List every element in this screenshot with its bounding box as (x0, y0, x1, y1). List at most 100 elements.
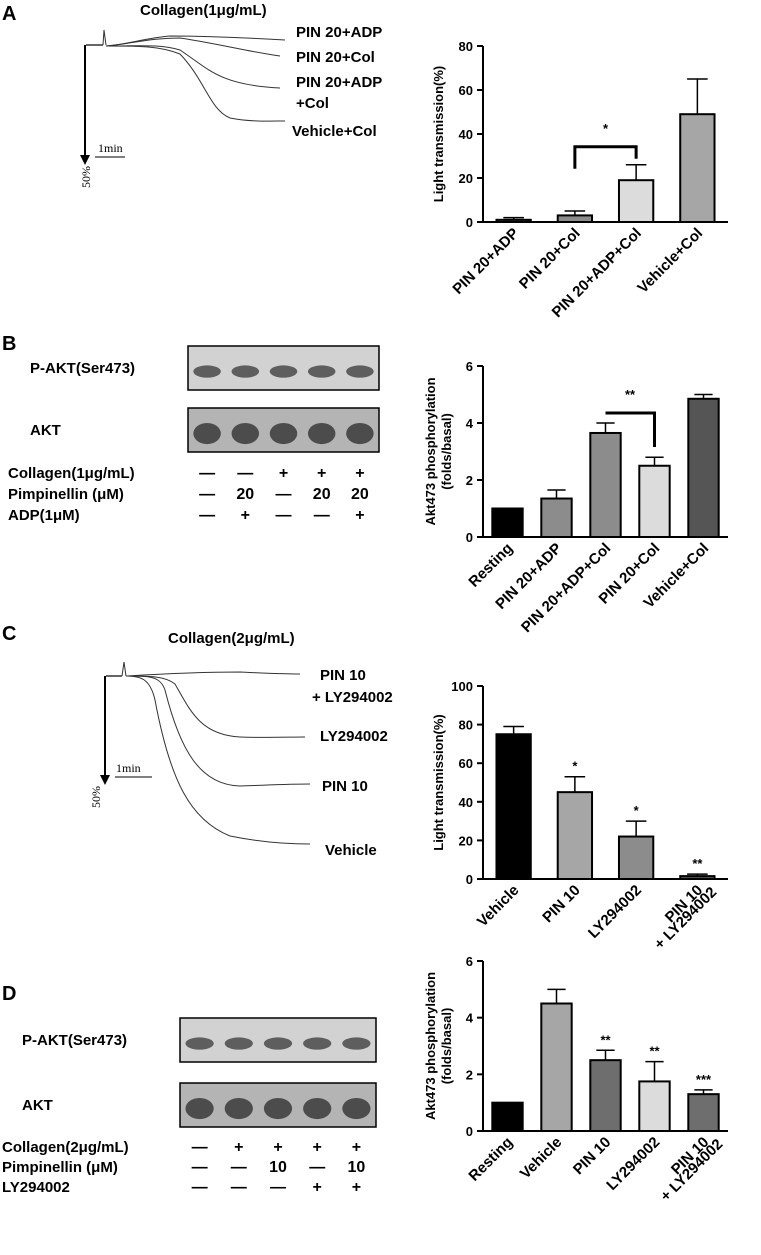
y-axis-label: Akt473 phosphorylation (423, 377, 438, 525)
condition-symbol: + (355, 507, 364, 524)
blot-band (307, 365, 336, 378)
condition-symbol: — (192, 1179, 208, 1196)
trace-c-pin10 (125, 675, 311, 787)
condition-symbol: 10 (348, 1159, 366, 1176)
trace-c-time-scale: 1min (116, 761, 141, 775)
category-label: PIN 10 (570, 1134, 614, 1178)
condition-symbol: — (192, 1159, 208, 1176)
chart-c: 0 20 40 60 80 100 Light transmission(%) Vehicle… (431, 679, 728, 953)
y-tick-label: 20 (459, 833, 473, 848)
y-tick-label: 0 (466, 530, 473, 545)
condition-label: LY294002 (2, 1179, 70, 1196)
bar (491, 507, 524, 538)
trace-a-title: Collagen(1μg/mL) (140, 2, 267, 19)
blot-band (185, 1097, 214, 1120)
trace-a-label-4: +Col (296, 95, 329, 112)
blot-band (342, 1037, 371, 1050)
blot-band (342, 1097, 371, 1120)
y-axis-label: (folds/basal) (439, 1008, 454, 1085)
blot-row-label: AKT (30, 422, 61, 439)
y-axis-label: Akt473 phosphorylation (423, 972, 438, 1120)
condition-symbol: — (231, 1159, 247, 1176)
y-tick-label: 6 (466, 954, 473, 969)
blot-band (307, 422, 336, 445)
condition-label: Pimpinellin (μM) (2, 1159, 118, 1176)
bar (679, 113, 716, 223)
category-label: Vehicle+Col (634, 225, 706, 297)
trace-c: 1min 50% (89, 661, 311, 845)
chart-d: 0 2 4 6 Akt473 phosphorylation (folds/basal) R… (423, 954, 728, 1205)
blot-band (346, 422, 374, 445)
condition-symbol: — (231, 1179, 247, 1196)
blot-band (185, 1037, 214, 1050)
condition-symbol: — (314, 507, 330, 524)
significance-mark: * (634, 803, 640, 818)
condition-symbol: 20 (236, 486, 254, 503)
category-label: Vehicle (517, 1134, 566, 1183)
condition-symbol: — (237, 465, 253, 482)
condition-symbol: — (270, 1179, 286, 1196)
condition-label: ADP(1μM) (8, 507, 80, 524)
category-label: PIN 20+ADP (449, 225, 522, 298)
category-label: Resting (465, 1134, 516, 1185)
condition-symbol: 10 (269, 1159, 287, 1176)
trace-c-arrowhead (100, 775, 110, 785)
y-tick-label: 6 (466, 359, 473, 374)
condition-symbol: — (192, 1139, 208, 1156)
condition-label: Collagen(1μg/mL) (8, 465, 135, 482)
y-tick-label: 40 (459, 127, 473, 142)
bar (617, 835, 655, 880)
bar (638, 1080, 671, 1132)
blot-row-label: AKT (22, 1097, 53, 1114)
condition-symbol: + (241, 507, 250, 524)
y-tick-label: 0 (466, 1124, 473, 1139)
condition-symbol: + (352, 1139, 361, 1156)
blot-band (269, 365, 298, 378)
trace-a-pin20-col (105, 37, 281, 57)
y-tick-label: 40 (459, 795, 473, 810)
panel-letter-a: A (2, 3, 16, 25)
blot-band (231, 365, 260, 378)
condition-symbol: — (276, 486, 292, 503)
condition-symbol: + (352, 1179, 361, 1196)
condition-symbol: + (279, 465, 288, 482)
condition-symbol: + (355, 465, 364, 482)
significance-mark: ** (649, 1044, 660, 1059)
condition-symbol: + (234, 1139, 243, 1156)
trace-a-time-scale: 1min (98, 141, 123, 155)
trace-a-pin20-adp-col (105, 45, 281, 89)
y-tick-label: 0 (466, 872, 473, 887)
category-label: Vehicle (474, 882, 523, 931)
y-tick-label: 0 (466, 215, 473, 230)
y-tick-label: 80 (459, 39, 473, 54)
y-axis-label: Light transmission(%) (431, 714, 446, 851)
y-tick-label: 4 (466, 416, 474, 431)
bar (556, 791, 594, 881)
condition-symbol: + (313, 1179, 322, 1196)
y-tick-label: 80 (459, 718, 473, 733)
significance-bracket (573, 145, 638, 169)
blot-band (224, 1097, 253, 1120)
significance-mark: *** (696, 1072, 712, 1087)
trace-c-label-5: Vehicle (325, 842, 377, 859)
trace-c-label-3: LY294002 (320, 728, 388, 745)
condition-symbol: — (276, 507, 292, 524)
blot-row-label: P-AKT(Ser473) (30, 360, 135, 377)
trace-a-y-scale: 50% (79, 166, 93, 188)
blot-b: P-AKT(Ser473) AKT Collagen(1μg/mL) — — + + + Pim… (8, 345, 380, 524)
bar (556, 214, 594, 223)
y-tick-label: 100 (451, 679, 473, 694)
condition-symbol: 20 (351, 486, 369, 503)
trace-a-label-5: Vehicle+Col (292, 123, 377, 140)
significance-mark: ** (625, 387, 636, 402)
blot-band (263, 1097, 293, 1120)
trace-c-ly294002 (125, 675, 306, 738)
bar (687, 397, 720, 538)
blot-d: P-AKT(Ser473) AKT Collagen(2μg/mL) — + + + + Pim… (2, 1017, 377, 1196)
panel-letter-b: B (2, 333, 16, 355)
condition-symbol: — (199, 465, 215, 482)
trace-a-label-1: PIN 20+ADP (296, 24, 382, 41)
blot-band (193, 422, 221, 445)
blot-band (231, 422, 260, 445)
significance-mark: * (572, 759, 578, 774)
